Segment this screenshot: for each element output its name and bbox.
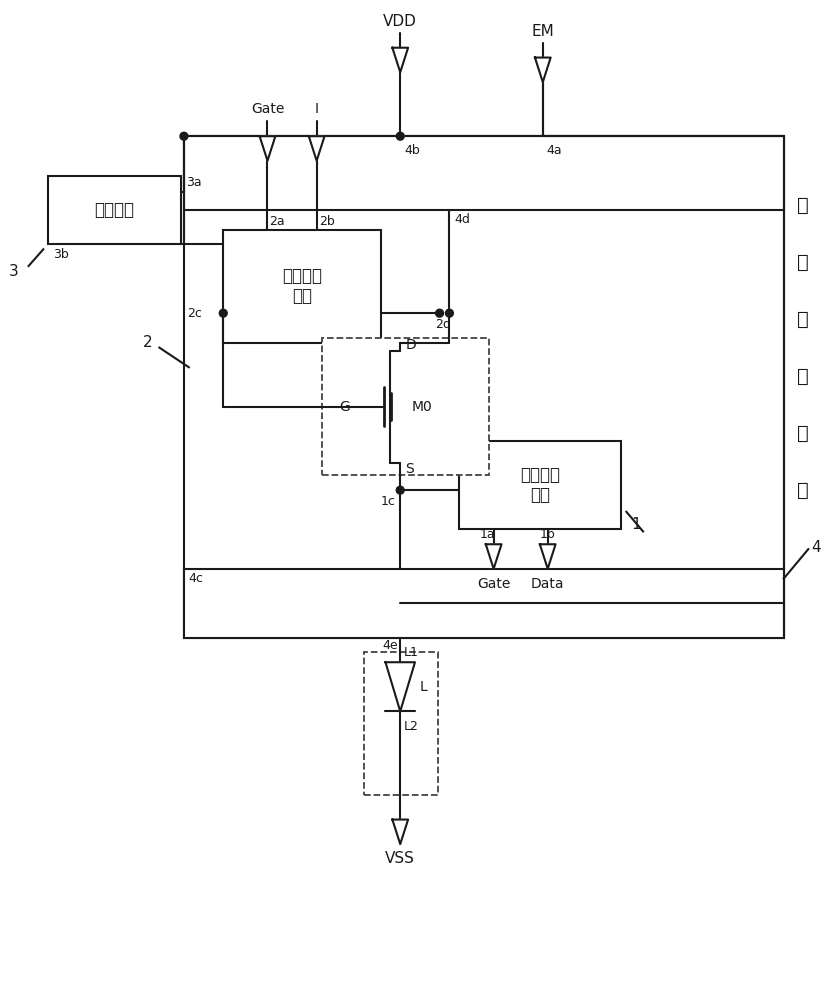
Text: 1b: 1b: [539, 528, 555, 541]
Text: 2a: 2a: [269, 215, 284, 228]
Text: 存储模块: 存储模块: [94, 201, 135, 219]
Text: 发: 发: [796, 196, 808, 215]
Text: EM: EM: [531, 24, 553, 39]
Polygon shape: [260, 136, 275, 161]
Circle shape: [396, 132, 404, 140]
Circle shape: [435, 309, 443, 317]
Text: 制: 制: [796, 367, 808, 386]
Text: 2c: 2c: [187, 307, 202, 320]
Bar: [184, 569, 782, 638]
Bar: [223, 230, 380, 343]
Text: M0: M0: [412, 400, 433, 414]
Polygon shape: [385, 662, 414, 711]
Text: 模: 模: [796, 424, 808, 443]
Text: Data: Data: [530, 577, 564, 591]
Text: 1: 1: [630, 517, 640, 532]
Bar: [321, 338, 488, 475]
Polygon shape: [308, 136, 324, 161]
Bar: [184, 136, 782, 638]
Text: 数据写入: 数据写入: [519, 466, 560, 484]
Text: 补偿控制: 补偿控制: [281, 267, 322, 285]
Polygon shape: [485, 544, 501, 569]
Text: S: S: [404, 462, 414, 476]
Circle shape: [445, 309, 452, 317]
Text: 4d: 4d: [454, 213, 470, 226]
Text: 3b: 3b: [53, 248, 69, 261]
Polygon shape: [392, 48, 408, 72]
Text: VDD: VDD: [383, 14, 417, 29]
Circle shape: [396, 486, 404, 494]
Text: L: L: [419, 680, 427, 694]
Bar: [363, 652, 437, 795]
Text: 控: 控: [796, 310, 808, 329]
Text: Gate: Gate: [251, 102, 284, 116]
Text: I: I: [314, 102, 318, 116]
Circle shape: [179, 132, 188, 140]
Polygon shape: [392, 820, 408, 844]
Text: 4a: 4a: [546, 144, 562, 157]
Text: 4c: 4c: [189, 572, 203, 585]
Polygon shape: [534, 58, 550, 82]
Polygon shape: [539, 544, 555, 569]
Text: 1a: 1a: [480, 528, 495, 541]
Text: 4: 4: [810, 540, 820, 555]
Bar: [184, 136, 782, 210]
Text: 3: 3: [9, 264, 19, 279]
Text: L2: L2: [404, 720, 418, 733]
Text: 2d: 2d: [434, 318, 450, 331]
Text: 2b: 2b: [318, 215, 334, 228]
Text: G: G: [339, 400, 350, 414]
Bar: [48, 176, 181, 244]
Text: L1: L1: [404, 646, 418, 659]
Text: Gate: Gate: [476, 577, 509, 591]
Bar: [459, 441, 621, 529]
Circle shape: [219, 309, 227, 317]
Text: 3a: 3a: [186, 176, 201, 189]
Text: 块: 块: [796, 481, 808, 500]
Text: 模块: 模块: [530, 486, 550, 504]
Text: 光: 光: [796, 253, 808, 272]
Text: VSS: VSS: [385, 851, 414, 866]
Text: 模块: 模块: [292, 287, 312, 305]
Text: 2: 2: [143, 335, 152, 350]
Text: 1c: 1c: [380, 495, 395, 508]
Text: 4b: 4b: [404, 144, 419, 157]
Text: D: D: [404, 338, 415, 352]
Text: 4e: 4e: [382, 639, 398, 652]
